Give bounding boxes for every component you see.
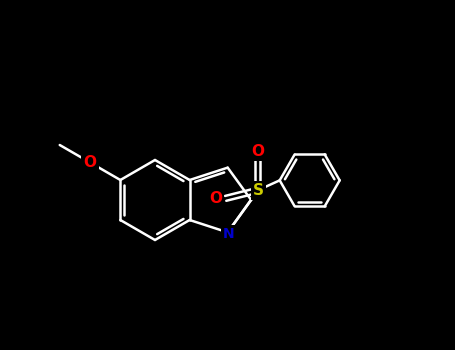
Text: O: O bbox=[209, 191, 222, 206]
Text: S: S bbox=[253, 183, 264, 198]
Text: O: O bbox=[84, 155, 96, 170]
Text: O: O bbox=[251, 144, 264, 159]
Text: N: N bbox=[223, 228, 234, 241]
